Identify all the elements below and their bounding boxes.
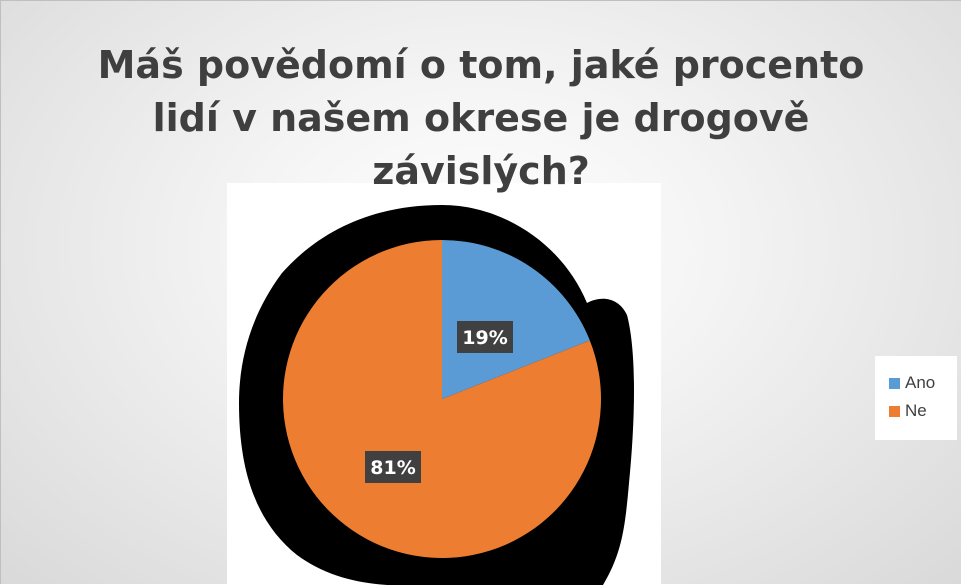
pie-slice-ano (442, 240, 590, 399)
data-label-text: 19% (462, 327, 507, 349)
data-label-text: 81% (370, 457, 415, 479)
chart-title-line: závislých? (372, 149, 590, 194)
chart-title-line: Máš povědomí o tom, jaké procento (97, 43, 865, 87)
chart-title: Máš povědomí o tom, jaké procento lidí v… (61, 39, 901, 199)
legend-swatch-ne (889, 405, 900, 417)
legend: Ano Ne (875, 356, 957, 440)
pie-chart: 19% 81% (239, 205, 634, 585)
legend-item-ano: Ano (889, 369, 957, 397)
legend-label-ne: Ne (905, 401, 927, 420)
pie-slice-ne (283, 240, 601, 558)
data-label-background (365, 451, 421, 483)
legend-item-ne: Ne (889, 397, 957, 425)
legend-swatch-ano (889, 377, 900, 389)
chart-title-line: lidí v našem okrese je drogově (152, 96, 810, 141)
data-label-ano: 19% (457, 321, 513, 353)
data-label-background (457, 321, 513, 353)
legend-label-ano: Ano (905, 373, 936, 392)
data-label-ne: 81% (365, 451, 421, 483)
